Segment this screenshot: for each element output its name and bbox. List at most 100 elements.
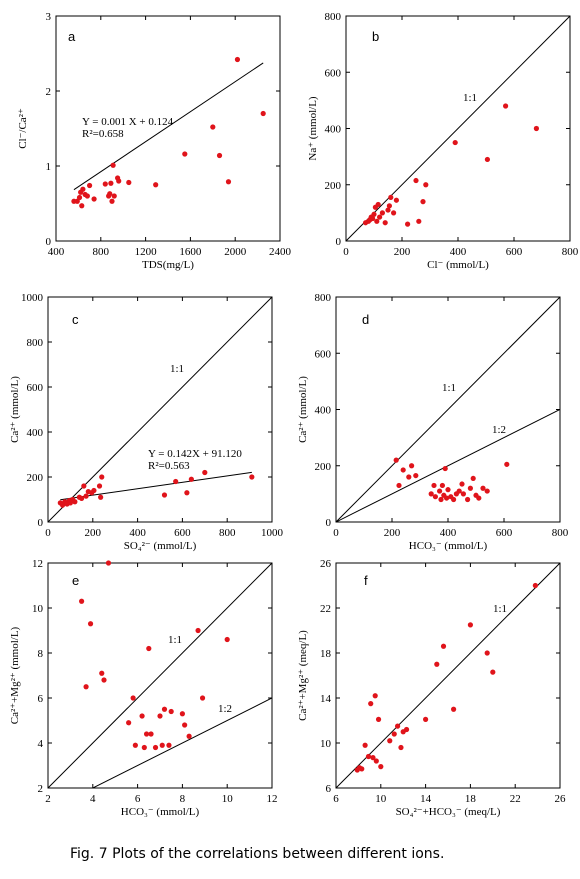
data-point (99, 474, 105, 480)
data-point (533, 125, 540, 132)
x-tick-label: 200 (394, 246, 411, 258)
reference-line-1-1 (48, 563, 272, 788)
data-point (378, 764, 384, 770)
data-point (87, 182, 93, 189)
y-tick-label: 800 (325, 11, 342, 23)
data-point (234, 56, 241, 63)
data-point (431, 482, 437, 489)
y-tick-label: 400 (315, 405, 332, 417)
data-point (74, 198, 80, 204)
y-tick-label: 600 (27, 382, 44, 394)
x-tick-label: 0 (343, 246, 349, 258)
data-point (413, 472, 419, 479)
data-point (373, 758, 379, 764)
y-tick-label: 10 (32, 603, 44, 615)
data-point (202, 469, 208, 476)
data-point (186, 733, 192, 739)
data-point (439, 482, 445, 489)
x-tick-label: 0 (333, 527, 339, 539)
data-point (387, 738, 393, 744)
panel-letter: e (72, 573, 79, 588)
x-axis-label: TDS(mg/L) (142, 259, 194, 271)
data-point (159, 742, 165, 748)
x-axis-label: HCO₃⁻ (mmol/L) (409, 540, 488, 552)
data-point (72, 499, 78, 505)
data-point (161, 492, 168, 498)
x-tick-label: 200 (85, 527, 102, 539)
data-point (81, 483, 87, 489)
data-point (225, 179, 232, 185)
data-point (111, 193, 117, 199)
data-point (157, 713, 163, 719)
data-point (139, 713, 145, 719)
x-tick-label: 22 (510, 793, 521, 805)
data-point (370, 755, 376, 761)
data-point (393, 197, 399, 203)
data-point (260, 110, 266, 117)
y-axis-label: Cl⁻/Ca²⁺ (17, 108, 29, 149)
data-point (83, 493, 89, 499)
data-point (362, 742, 368, 748)
data-point (428, 491, 434, 497)
data-point (101, 677, 107, 683)
y-tick-label: 8 (38, 648, 44, 660)
y-tick-label: 200 (315, 461, 332, 473)
data-point (79, 598, 85, 604)
data-point (126, 720, 132, 726)
figure-canvas: 400 800 1200 1600 2000 24000123TDS(mg/L)Cl⁻/C… (9, 11, 579, 818)
data-point (406, 474, 412, 480)
x-tick-label: 600 (174, 527, 191, 539)
y-tick-label: 1 (46, 161, 52, 173)
y-tick-label: 6 (38, 693, 44, 705)
x-tick-label: 400 (450, 246, 467, 258)
x-axis-label: SO₄²⁻ (mmol/L) (124, 540, 197, 552)
data-point (98, 494, 104, 500)
y-tick-label: 10 (320, 738, 332, 750)
data-point (398, 744, 404, 751)
plot-frame (47, 562, 273, 789)
data-point (371, 211, 377, 217)
data-point (87, 621, 94, 627)
data-point (532, 582, 538, 589)
data-point (379, 210, 385, 216)
x-tick-label: 8 (180, 793, 186, 805)
data-point (168, 708, 174, 715)
data-point (368, 701, 374, 707)
y-tick-label: 2 (38, 783, 44, 795)
data-point (467, 622, 473, 628)
data-point (224, 636, 230, 643)
data-point (388, 194, 394, 201)
x-tick-label: 200 (384, 527, 401, 539)
data-point (451, 706, 457, 712)
data-point (76, 194, 83, 201)
data-point (195, 627, 201, 634)
data-point (445, 487, 451, 493)
y-axis-label: Ca²⁺+Mg²⁺ (mmol/L) (9, 626, 21, 724)
data-point (79, 203, 85, 209)
y-axis-label: Na⁺ (mmol/L) (307, 96, 319, 160)
data-point (396, 482, 402, 489)
panel-letter: a (68, 29, 76, 44)
panel-d: 0 200 400 600 800 0 200 400 600 800 HCO₃⁻ (mmol/L)… (297, 292, 569, 552)
data-point (440, 643, 447, 649)
data-point (152, 744, 159, 751)
data-point (182, 722, 188, 728)
plot-frame (55, 15, 281, 242)
data-point (476, 495, 482, 501)
y-tick-label: 12 (32, 558, 43, 570)
reference-line-1-1 (336, 297, 560, 522)
data-point (437, 488, 443, 494)
data-point (423, 182, 429, 188)
panel-letter: b (372, 29, 379, 44)
data-point (188, 476, 194, 482)
x-tick-label: 600 (496, 527, 513, 539)
data-point (184, 490, 190, 496)
data-point (216, 152, 223, 159)
data-point (374, 218, 380, 224)
data-point (210, 124, 216, 130)
data-point (386, 203, 392, 209)
y-tick-label: 22 (320, 603, 331, 615)
x-tick-label: 6 (333, 793, 339, 805)
x-tick-label: 800 (219, 527, 236, 539)
reference-line-label: 1:2 (492, 424, 506, 436)
